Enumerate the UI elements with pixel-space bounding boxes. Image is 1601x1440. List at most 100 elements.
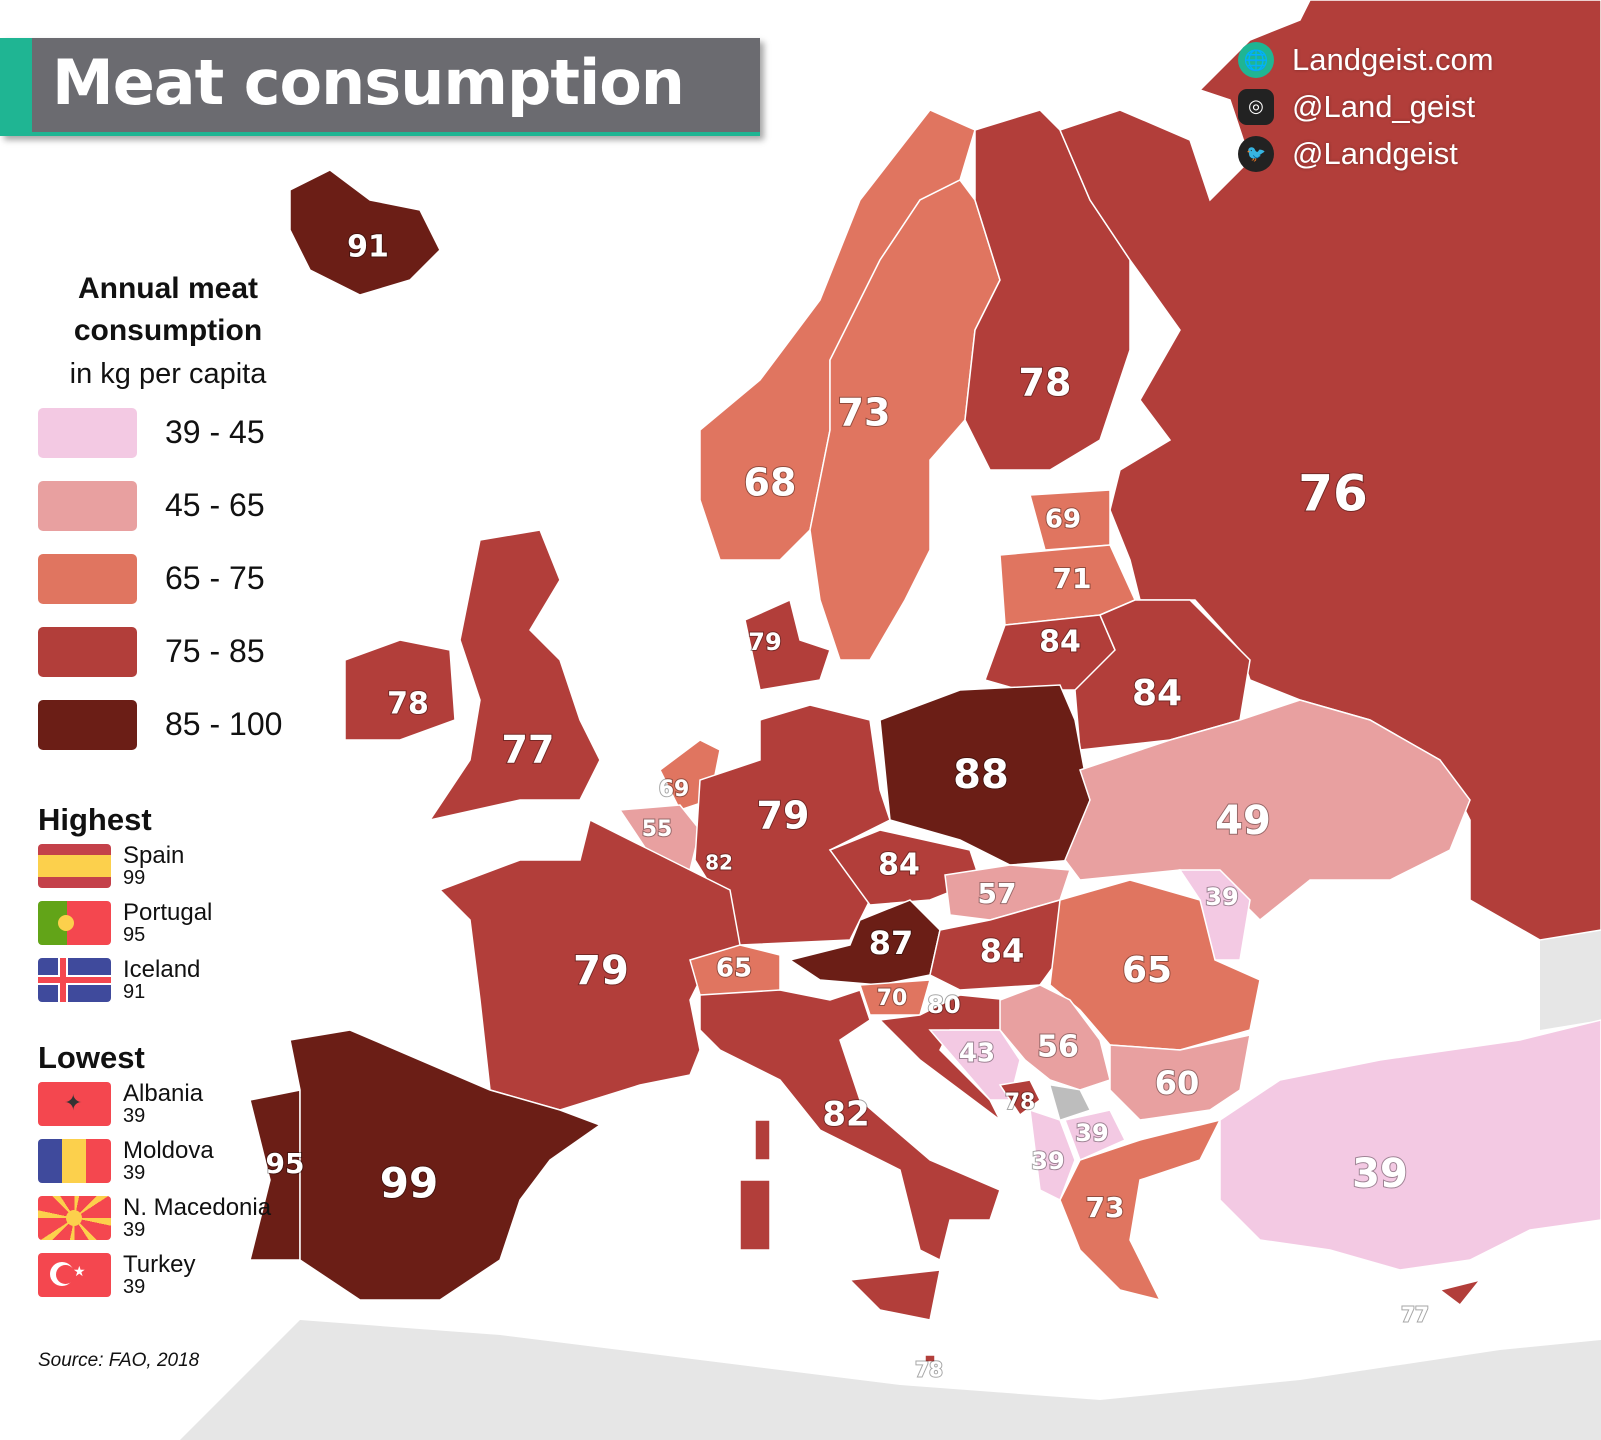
country-north-macedonia [1063, 1109, 1127, 1162]
country-albania [1029, 1108, 1076, 1202]
turkey-flag-icon: ★ [38, 1253, 111, 1297]
social-links: 🌐 Landgeist.com ◎ @Land_geist 🐦 @Landgei… [1238, 36, 1494, 177]
country-malta [924, 1354, 936, 1363]
country-name: Spain [123, 842, 185, 869]
value-label-germany: 79 [757, 794, 810, 838]
value-label-montenegro: 78 [1005, 1090, 1036, 1115]
value-label-spain: 99 [380, 1159, 438, 1208]
country-name: Turkey [123, 1251, 196, 1278]
spain-flag-icon [38, 844, 111, 888]
country-shape [744, 598, 831, 691]
country-shape [438, 818, 741, 1111]
country-shape [999, 984, 1111, 1091]
legend-title: Annual meat consumption [73, 272, 263, 347]
legend-bin-label: 39 - 45 [165, 414, 265, 450]
value-label-cyprus: 77 [1401, 1303, 1429, 1327]
legend-bin-label: 85 - 100 [165, 706, 283, 742]
lowest-list: Lowest ✦ Albania 39 Moldova 39 N. Macedonia 39… [38, 1040, 298, 1310]
country-shape [344, 639, 456, 741]
island-shape [848, 1269, 941, 1321]
island-shape [739, 1179, 771, 1251]
legend-swatch [38, 626, 137, 677]
value-label-greece: 73 [1086, 1191, 1125, 1224]
country-serbia [999, 984, 1111, 1091]
legend-swatch [38, 553, 137, 604]
value-label-portugal: 95 [266, 1147, 305, 1180]
value-label-ireland: 78 [387, 687, 429, 722]
value-label-lithuania: 84 [1039, 625, 1081, 660]
value-label-bulgaria: 60 [1155, 1064, 1200, 1102]
value-label-austria: 87 [869, 924, 914, 962]
country-cyprus [1438, 1278, 1482, 1307]
legend-swatch [38, 407, 137, 458]
moldova-flag-icon [38, 1139, 111, 1183]
value-label-slovakia: 57 [978, 877, 1017, 910]
north-africa-land [180, 1320, 1601, 1440]
country-shape [1219, 1019, 1601, 1271]
value-label-ukraine: 49 [1215, 798, 1271, 844]
country-shape [289, 1029, 602, 1301]
country-italy [699, 989, 1001, 1321]
value-label-switzerland: 65 [716, 954, 752, 984]
value-label-norway: 68 [744, 461, 797, 505]
social-text: @Land_geist [1292, 88, 1476, 124]
instagram-icon: ◎ [1238, 88, 1274, 125]
social-website[interactable]: 🌐 Landgeist.com [1238, 36, 1494, 83]
social-text: Landgeist.com [1292, 41, 1494, 77]
value-label-luxembourg: 82 [705, 851, 733, 875]
value-label-denmark: 79 [748, 628, 781, 656]
value-label-turkey: 39 [1352, 1151, 1408, 1197]
value-label-malta: 78 [915, 1358, 943, 1382]
country-value: 39 [123, 1219, 146, 1241]
social-instagram[interactable]: ◎ @Land_geist [1238, 83, 1494, 130]
country-name: Albania [123, 1080, 204, 1107]
value-label-serbia: 56 [1037, 1030, 1079, 1065]
value-label-italy: 82 [822, 1095, 869, 1135]
value-label-romania: 65 [1122, 950, 1172, 991]
caucasus-land [1540, 930, 1601, 1030]
ranking-item: N. Macedonia 39 [38, 1196, 298, 1253]
country-uk [428, 529, 601, 822]
globe-icon: 🌐 [1238, 41, 1274, 78]
legend-bin-label: 65 - 75 [165, 560, 265, 596]
country-ukraine [1064, 699, 1471, 922]
social-twitter[interactable]: 🐦 @Landgeist [1238, 130, 1494, 177]
legend-swatch [38, 699, 137, 750]
country-shape [1438, 1278, 1482, 1307]
country-montenegro [998, 1079, 1041, 1117]
country-shape [998, 1079, 1041, 1117]
country-shape [1109, 1034, 1251, 1121]
country-shape [924, 1354, 936, 1363]
country-shape [428, 529, 601, 822]
country-denmark [744, 598, 831, 691]
value-label-france: 79 [573, 948, 629, 994]
north-macedonia-flag-icon [38, 1196, 111, 1240]
twitter-icon: 🐦 [1238, 135, 1274, 172]
legend-bin: 65 - 75 [38, 542, 298, 615]
legend-bin: 85 - 100 [38, 688, 298, 761]
country-shape [1029, 1108, 1076, 1202]
country-value: 39 [123, 1276, 146, 1298]
country-shape [1063, 1109, 1127, 1162]
country-name: Iceland [123, 956, 201, 983]
legend-bin: 45 - 65 [38, 469, 298, 542]
legend-bin-label: 75 - 85 [165, 633, 265, 669]
value-label-albania: 39 [1031, 1147, 1064, 1175]
value-label-slovenia: 70 [877, 986, 908, 1011]
country-shape [699, 989, 1001, 1262]
country-name: Moldova [123, 1137, 214, 1164]
value-label-croatia: 80 [927, 991, 960, 1019]
title-accent-bar [0, 38, 32, 136]
ranking-item: Iceland 91 [38, 958, 298, 1015]
country-bosnia [928, 1029, 1021, 1101]
value-label-bosnia: 43 [959, 1039, 995, 1069]
lowest-title: Lowest [38, 1040, 145, 1075]
country-france [438, 818, 771, 1161]
value-label-uk: 77 [502, 728, 555, 772]
ranking-item: ★ Turkey 39 [38, 1253, 298, 1310]
value-label-belarus: 84 [1132, 673, 1182, 714]
country-name: Portugal [123, 899, 213, 926]
country-spain [289, 1029, 602, 1301]
country-value: 91 [123, 981, 146, 1003]
